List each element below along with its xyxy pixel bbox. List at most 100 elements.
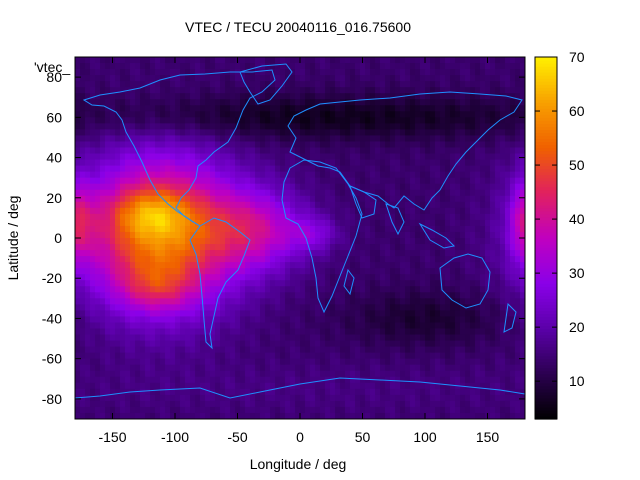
heatmap-cell [330, 147, 336, 155]
heatmap-cell [80, 364, 86, 372]
heatmap-cell [280, 141, 286, 149]
heatmap-cell [110, 111, 116, 118]
heatmap-cell [150, 250, 156, 257]
heatmap-cell [105, 183, 111, 191]
heatmap-cell [95, 99, 101, 106]
heatmap-cell [245, 135, 251, 143]
heatmap-cell [190, 376, 196, 384]
heatmap-cell [145, 274, 151, 281]
heatmap-cell [355, 177, 361, 185]
heatmap-cell [75, 274, 81, 281]
heatmap-cell [300, 93, 306, 100]
heatmap-cell [410, 219, 416, 227]
heatmap-cell [225, 147, 231, 155]
heatmap-cell [360, 286, 366, 293]
heatmap-cell [305, 117, 311, 124]
heatmap-cell [130, 99, 136, 106]
heatmap-cell [340, 244, 346, 251]
heatmap-cell [405, 57, 411, 64]
heatmap-cell [325, 57, 331, 64]
heatmap-cell [505, 298, 511, 305]
heatmap-cell [420, 93, 426, 100]
heatmap-cell [455, 268, 461, 275]
heatmap-cell [200, 99, 206, 106]
heatmap-cell [90, 105, 96, 112]
heatmap-cell [510, 69, 516, 76]
heatmap-cell [90, 183, 96, 191]
heatmap-cell [310, 123, 316, 130]
heatmap-cell [95, 159, 101, 167]
heatmap-cell [485, 69, 491, 76]
heatmap-cell [180, 364, 186, 372]
heatmap-cell [195, 135, 201, 143]
heatmap-cell [460, 99, 466, 106]
heatmap-cell [445, 298, 451, 305]
heatmap-cell [275, 63, 281, 70]
heatmap-cell [220, 213, 226, 221]
heatmap-cell [260, 376, 266, 384]
heatmap-cell [95, 147, 101, 155]
heatmap-cell [140, 358, 146, 366]
heatmap-cell [330, 69, 336, 76]
heatmap-cell [355, 75, 361, 82]
heatmap-cell [135, 376, 141, 384]
heatmap-cell [210, 111, 216, 118]
heatmap-cell [225, 129, 231, 137]
heatmap-cell [215, 262, 221, 269]
heatmap-cell [205, 322, 211, 330]
heatmap-cell [195, 244, 201, 251]
heatmap-cell [175, 292, 181, 299]
heatmap-cell [235, 183, 241, 191]
heatmap-cell [490, 256, 496, 263]
heatmap-cell [145, 87, 151, 94]
heatmap-cell [410, 231, 416, 239]
heatmap-cell [315, 117, 321, 124]
heatmap-cell [115, 171, 121, 179]
heatmap-cell [415, 81, 421, 88]
heatmap-cell [520, 219, 525, 227]
heatmap-cell [235, 310, 241, 318]
heatmap-cell [515, 177, 521, 185]
heatmap-cell [260, 268, 266, 275]
heatmap-cell [270, 340, 276, 348]
heatmap-cell [275, 147, 281, 155]
heatmap-cell [380, 262, 386, 269]
heatmap-cell [520, 304, 525, 311]
heatmap-cell [245, 310, 251, 318]
heatmap-cell [200, 75, 206, 82]
heatmap-cell [180, 141, 186, 149]
heatmap-cell [390, 310, 396, 318]
heatmap-cell [105, 87, 111, 94]
heatmap-cell [465, 334, 471, 342]
heatmap-cell [260, 105, 266, 112]
heatmap-cell [485, 189, 491, 197]
heatmap-cell [225, 262, 231, 269]
heatmap-cell [75, 352, 81, 360]
heatmap-cell [315, 274, 321, 281]
heatmap-cell [390, 322, 396, 330]
heatmap-cell [415, 123, 421, 130]
heatmap-cell [420, 334, 426, 342]
heatmap-cell [375, 99, 381, 106]
heatmap-cell [305, 123, 311, 130]
heatmap-cell [505, 189, 511, 197]
heatmap-cell [465, 105, 471, 112]
heatmap-cell [365, 231, 371, 239]
heatmap-cell [420, 207, 426, 215]
heatmap-cell [165, 105, 171, 112]
heatmap-cell [305, 135, 311, 143]
heatmap-cell [440, 364, 446, 372]
heatmap-cell [380, 207, 386, 215]
heatmap-cell [520, 201, 525, 209]
heatmap-cell [295, 298, 301, 305]
heatmap-cell [170, 105, 176, 112]
heatmap-cell [305, 147, 311, 155]
heatmap-cell [460, 316, 466, 324]
heatmap-cell [490, 195, 496, 203]
heatmap-cell [120, 75, 126, 82]
heatmap-cell [460, 340, 466, 348]
heatmap-cell [290, 346, 296, 354]
heatmap-cell [275, 388, 281, 396]
heatmap-cell [225, 135, 231, 143]
heatmap-cell [480, 99, 486, 106]
